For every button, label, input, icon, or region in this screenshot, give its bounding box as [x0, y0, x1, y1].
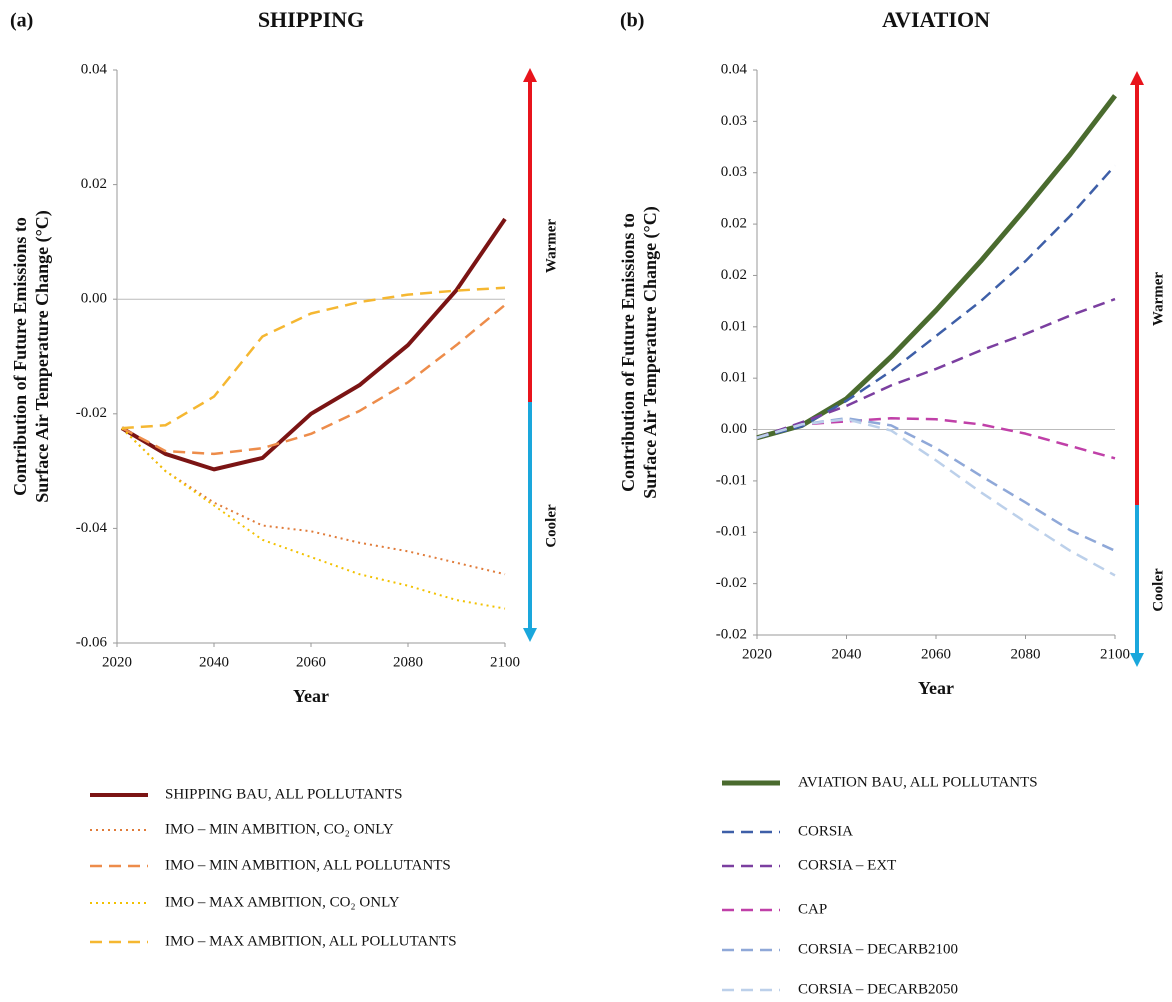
- legend-label: IMO – MIN AMBITION, ALL POLLUTANTS: [165, 857, 451, 873]
- series-line: [120, 217, 507, 472]
- y-tick-label: 0.03: [721, 113, 747, 129]
- y-axis-label: Surface Air Temperature Change (°C): [32, 210, 53, 503]
- series-line: [121, 427, 506, 576]
- x-tick-label: 2080: [1011, 646, 1041, 662]
- y-tick-label: -0.02: [716, 626, 747, 642]
- y-tick-label: 0.00: [721, 421, 747, 437]
- series-line: [756, 164, 1116, 439]
- x-tick-label: 2040: [832, 646, 862, 662]
- y-axis-label: Surface Air Temperature Change (°C): [640, 206, 661, 499]
- legend-label: CAP: [798, 901, 827, 917]
- chart-title: AVIATION: [882, 7, 990, 32]
- y-axis-label: Contribution of Future Emissions to: [10, 217, 30, 496]
- y-tick-label: 0.00: [81, 291, 107, 307]
- y-tick-label: 0.01: [721, 318, 747, 334]
- legend-label: IMO – MAX AMBITION, ALL POLLUTANTS: [165, 933, 457, 949]
- legend-label: SHIPPING BAU, ALL POLLUTANTS: [165, 786, 402, 802]
- y-tick-label: -0.02: [716, 575, 747, 591]
- annotation: Cooler: [1150, 568, 1166, 612]
- legend-label: CORSIA – DECARB2100: [798, 941, 958, 957]
- y-tick-label: -0.04: [76, 520, 108, 536]
- x-axis-label: Year: [293, 686, 329, 706]
- x-tick-label: 2100: [490, 654, 520, 670]
- y-tick-label: 0.01: [721, 370, 747, 386]
- chart-title: SHIPPING: [258, 7, 364, 32]
- series-line: [121, 286, 506, 430]
- legend-label: IMO – MIN AMBITION, CO₂ ONLY: [165, 821, 394, 837]
- annotation: Cooler: [543, 504, 559, 548]
- y-tick-label: 0.03: [721, 164, 747, 180]
- y-tick-label: 0.02: [81, 176, 107, 192]
- series-line: [756, 416, 1116, 460]
- series-line: [756, 416, 1116, 552]
- legend-label: IMO – MAX AMBITION, CO₂ ONLY: [165, 894, 400, 910]
- x-axis-label: Year: [918, 678, 954, 698]
- arrow-head: [523, 628, 537, 642]
- panel-label: (a): [10, 10, 33, 32]
- arrow-head: [1130, 71, 1144, 85]
- legend-label: CORSIA – EXT: [798, 857, 896, 873]
- y-tick-label: 0.02: [721, 216, 747, 232]
- y-tick-label: -0.02: [76, 405, 107, 421]
- y-axis-label: Contribution of Future Emissions to: [618, 213, 638, 492]
- series-line: [121, 303, 506, 456]
- arrow-head: [523, 68, 537, 82]
- y-tick-label: -0.01: [716, 472, 747, 488]
- x-tick-label: 2060: [296, 654, 326, 670]
- y-tick-label: 0.02: [721, 267, 747, 283]
- annotation: Warmer: [543, 219, 559, 273]
- legend-label: AVIATION BAU, ALL POLLUTANTS: [798, 774, 1038, 790]
- arrow-head: [1130, 653, 1144, 667]
- series-line: [756, 297, 1116, 439]
- x-tick-label: 2020: [102, 654, 132, 670]
- series-line: [121, 427, 506, 610]
- x-tick-label: 2020: [742, 646, 772, 662]
- legend-label: CORSIA: [798, 823, 853, 839]
- x-tick-label: 2040: [199, 654, 229, 670]
- y-tick-label: -0.01: [716, 524, 747, 540]
- x-tick-label: 2060: [921, 646, 951, 662]
- y-tick-label: 0.04: [81, 61, 108, 77]
- x-tick-label: 2080: [393, 654, 423, 670]
- panel-label: (b): [620, 10, 644, 32]
- x-tick-label: 2100: [1100, 646, 1130, 662]
- y-tick-label: -0.06: [76, 634, 108, 650]
- series-line: [756, 94, 1117, 441]
- series-line: [756, 418, 1116, 577]
- annotation: Warmer: [1150, 272, 1166, 326]
- y-tick-label: 0.04: [721, 61, 748, 77]
- legend-label: CORSIA – DECARB2050: [798, 981, 958, 997]
